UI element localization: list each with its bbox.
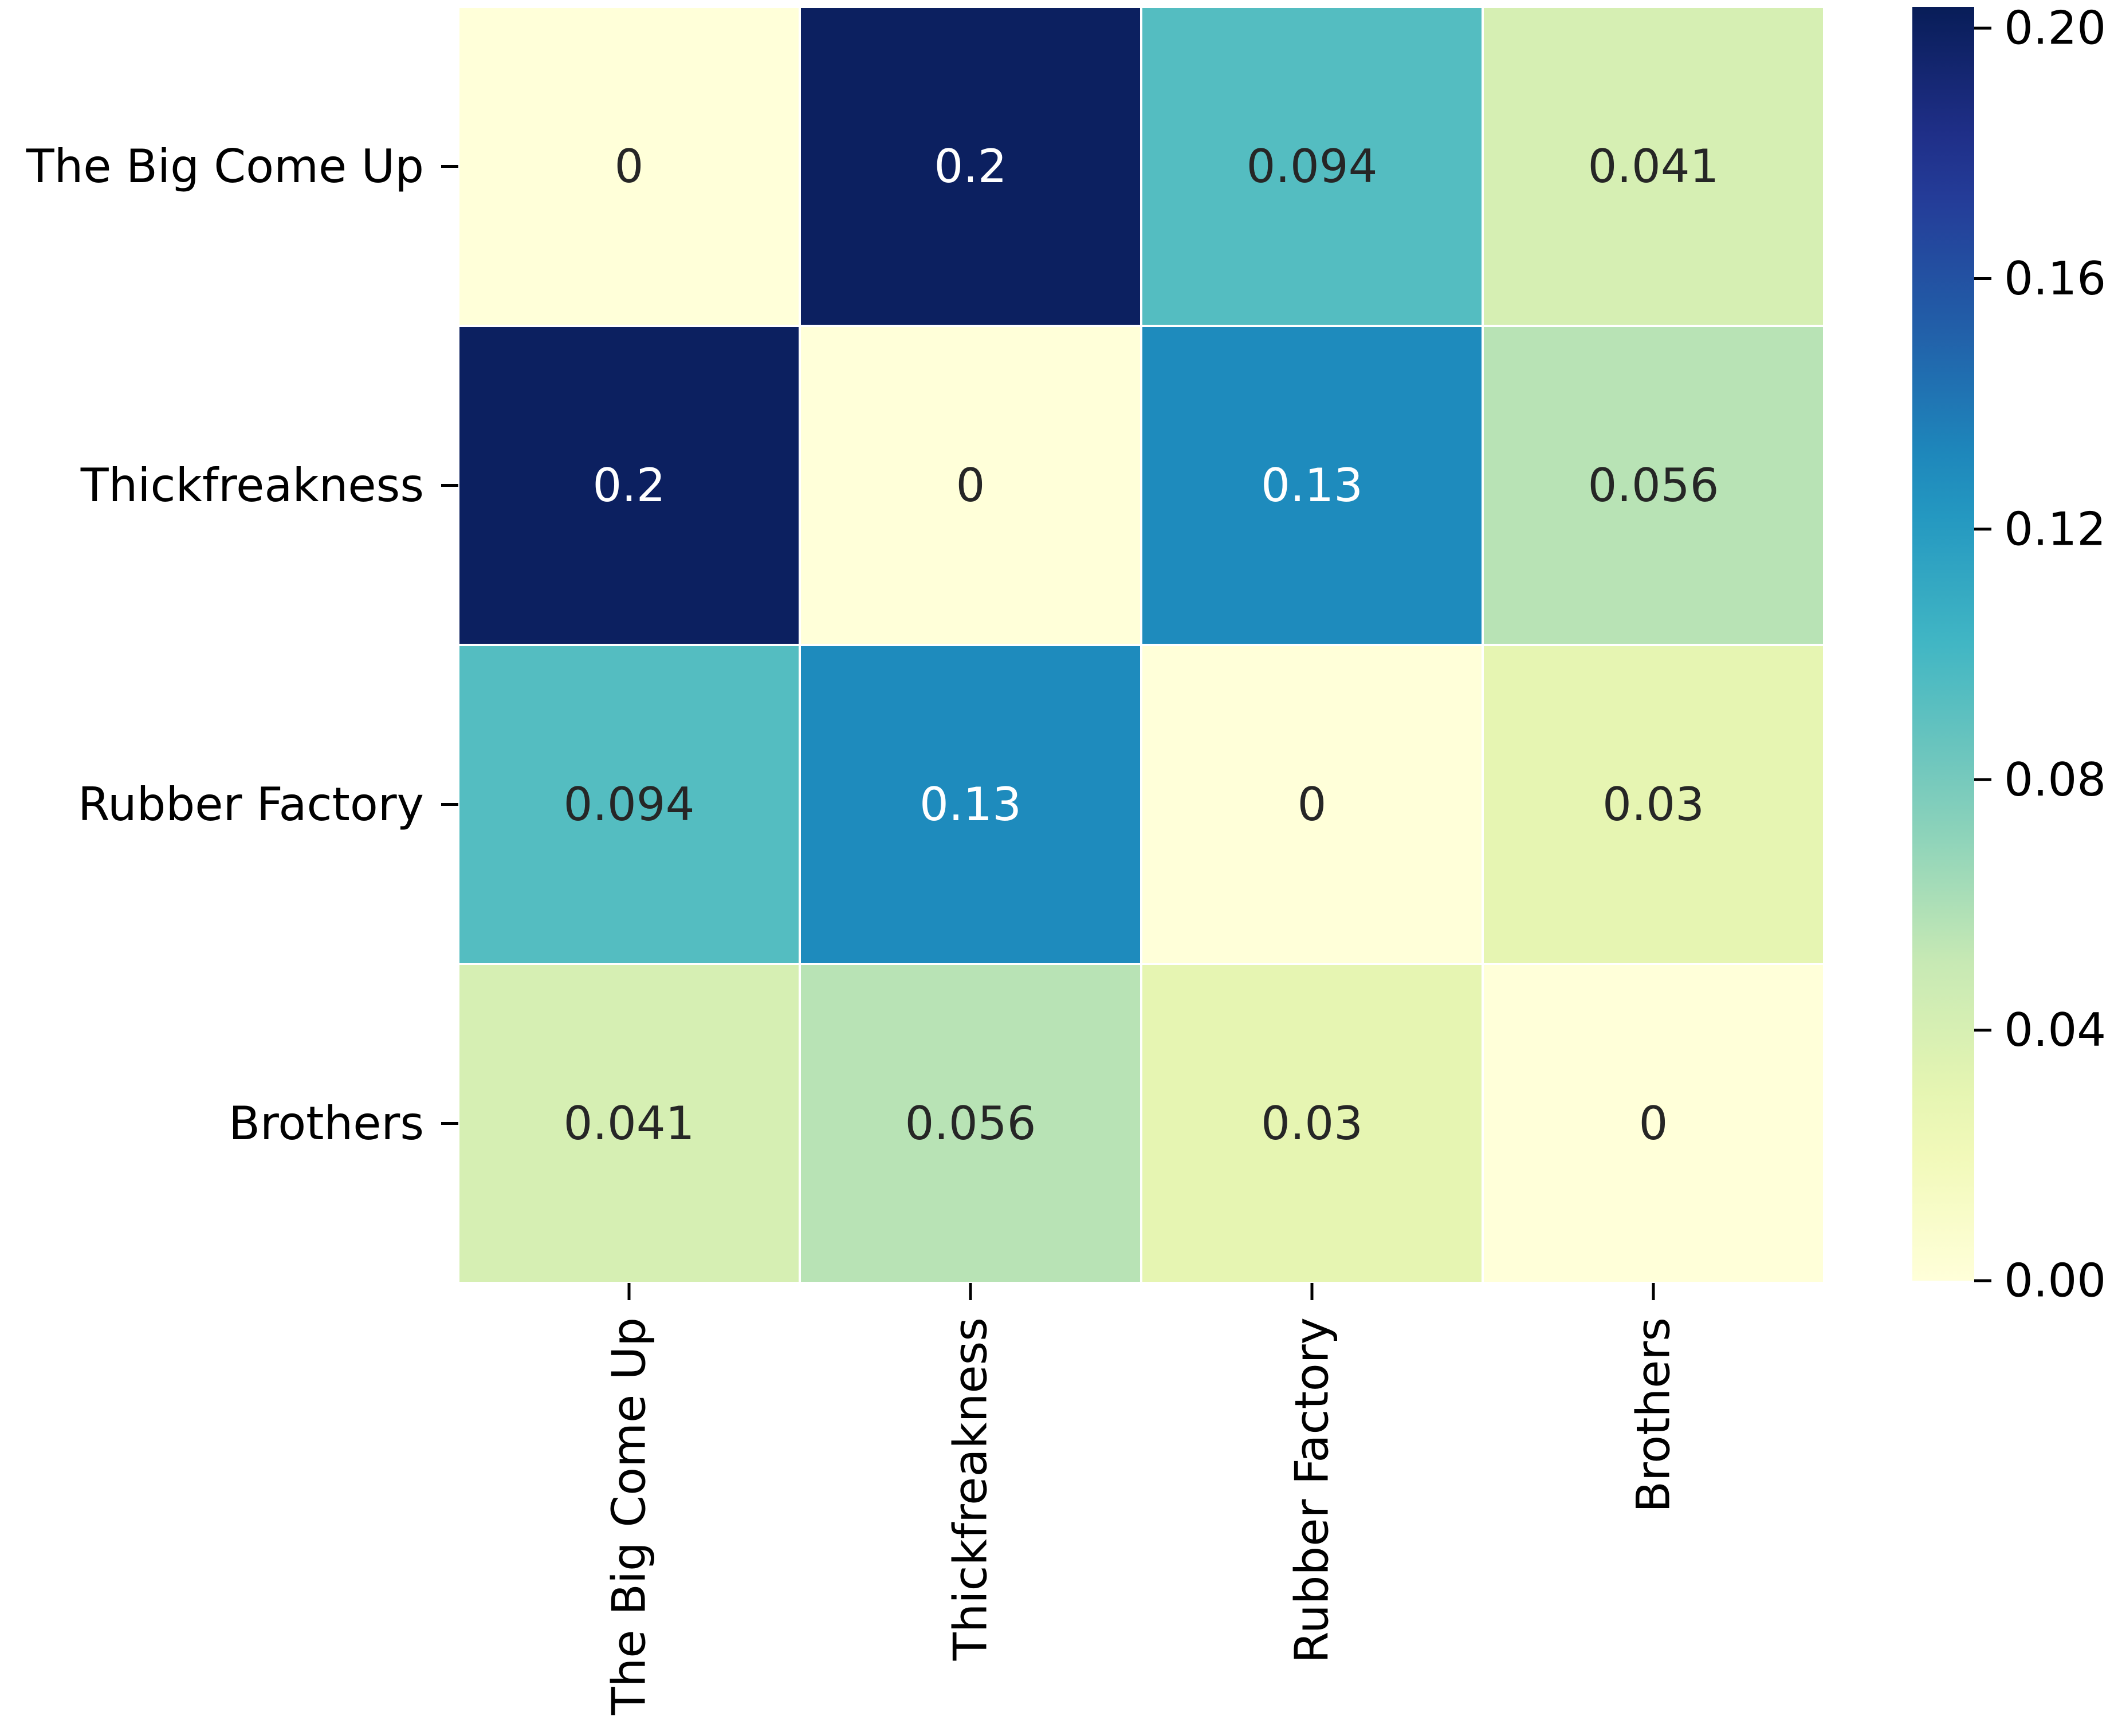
y-axis: The Big Come Up Thickfreakness Rubber Fact…	[26, 140, 458, 1150]
heatmap-cell-r0-c3	[1482, 6, 1825, 327]
y-tick-label-thickfreakness: Thickfreakness	[80, 459, 424, 512]
x-tick-label-the-big-come-up: The Big Come Up	[603, 1317, 656, 1715]
cell-value-label: 0.03	[1261, 1097, 1363, 1150]
cell-value-label: 0.13	[920, 778, 1021, 831]
heatmap-cell-r3-c2	[1140, 963, 1484, 1284]
heatmap-cell-r1-c0	[457, 325, 801, 646]
colorbar-tick-label: 0.12	[2004, 502, 2106, 556]
heatmap-cell-r3-c0	[457, 963, 801, 1284]
heatmap-cell-r2-c3	[1482, 644, 1825, 965]
x-tick-label-thickfreakness: Thickfreakness	[944, 1317, 997, 1661]
heatmap-cells	[457, 6, 1825, 1284]
y-tick-label-the-big-come-up: The Big Come Up	[26, 140, 424, 193]
cell-value-label: 0.041	[563, 1097, 694, 1150]
colorbar-tick-label: 0.04	[2004, 1003, 2106, 1057]
cell-value-label: 0.056	[905, 1097, 1036, 1150]
cell-value-label: 0	[1298, 778, 1327, 831]
colorbar: 0.00 0.04 0.08 0.12 0.16 0.20	[1912, 2, 2106, 1308]
colorbar-tick-label: 0.08	[2004, 753, 2106, 806]
cell-value-label: 0.03	[1602, 778, 1704, 831]
cell-value-label: 0	[1639, 1097, 1668, 1150]
heatmap-cell-r3-c1	[799, 963, 1142, 1284]
cell-value-label: 0	[615, 140, 644, 193]
cell-value-label: 0.094	[1246, 140, 1377, 193]
heatmap-cell-r2-c1	[799, 644, 1142, 965]
cell-annotations: 0 0.2 0.094 0.041 0.2 0 0.13 0.056 0.094 0.13 0 0.0…	[563, 140, 1719, 1150]
colorbar-tick-label: 0.16	[2004, 252, 2106, 305]
heatmap-cell-r1-c1	[799, 325, 1142, 646]
x-tick-label-rubber-factory: Rubber Factory	[1286, 1317, 1339, 1663]
heatmap-cell-r0-c1	[799, 6, 1142, 327]
cell-value-label: 0.041	[1588, 140, 1719, 193]
y-tick-label-brothers: Brothers	[229, 1097, 424, 1150]
heatmap-cell-r0-c2	[1140, 6, 1484, 327]
cell-value-label: 0	[956, 459, 985, 512]
heatmap-cell-r1-c3	[1482, 325, 1825, 646]
cell-value-label: 0.2	[934, 140, 1007, 193]
colorbar-tick-label: 0.20	[2004, 2, 2106, 55]
heatmap-cell-r1-c2	[1140, 325, 1484, 646]
cell-value-label: 0.13	[1261, 459, 1363, 512]
x-axis: The Big Come Up Thickfreakness Rubber Fact…	[603, 1283, 1680, 1715]
y-tick-label-rubber-factory: Rubber Factory	[78, 778, 424, 831]
colorbar-gradient	[1912, 7, 1974, 1281]
cell-value-label: 0.2	[592, 459, 665, 512]
x-tick-label-brothers: Brothers	[1627, 1317, 1680, 1513]
heatmap-cell-r0-c0	[457, 6, 801, 327]
cell-value-label: 0.094	[563, 778, 694, 831]
colorbar-tick-label: 0.00	[2004, 1254, 2106, 1308]
heatmap-cell-r3-c3	[1482, 963, 1825, 1284]
cell-value-label: 0.056	[1588, 459, 1719, 512]
